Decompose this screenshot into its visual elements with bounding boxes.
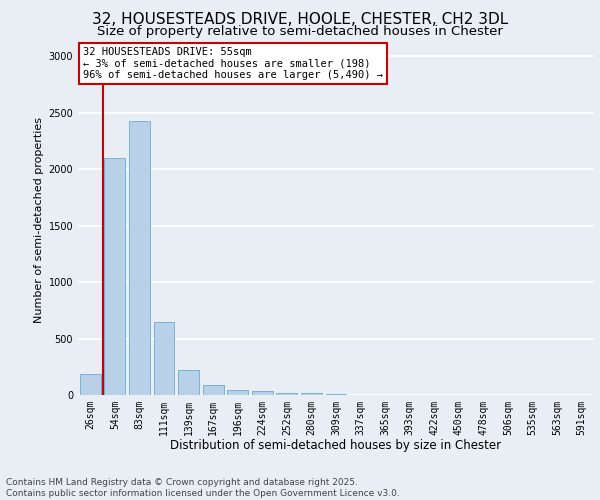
Text: 32 HOUSESTEADS DRIVE: 55sqm
← 3% of semi-detached houses are smaller (198)
96% o: 32 HOUSESTEADS DRIVE: 55sqm ← 3% of semi… <box>83 47 383 80</box>
Bar <box>301 392 322 395</box>
Bar <box>154 322 175 395</box>
Bar <box>104 158 125 395</box>
Bar <box>203 385 224 395</box>
Text: Size of property relative to semi-detached houses in Chester: Size of property relative to semi-detach… <box>97 25 503 38</box>
X-axis label: Distribution of semi-detached houses by size in Chester: Distribution of semi-detached houses by … <box>170 440 502 452</box>
Bar <box>252 391 273 395</box>
Bar <box>326 394 346 395</box>
Bar <box>277 392 298 395</box>
Bar <box>227 390 248 395</box>
Bar <box>80 374 101 395</box>
Y-axis label: Number of semi-detached properties: Number of semi-detached properties <box>34 117 44 323</box>
Bar <box>178 370 199 395</box>
Text: 32, HOUSESTEADS DRIVE, HOOLE, CHESTER, CH2 3DL: 32, HOUSESTEADS DRIVE, HOOLE, CHESTER, C… <box>92 12 508 28</box>
Text: Contains HM Land Registry data © Crown copyright and database right 2025.
Contai: Contains HM Land Registry data © Crown c… <box>6 478 400 498</box>
Bar <box>129 120 150 395</box>
